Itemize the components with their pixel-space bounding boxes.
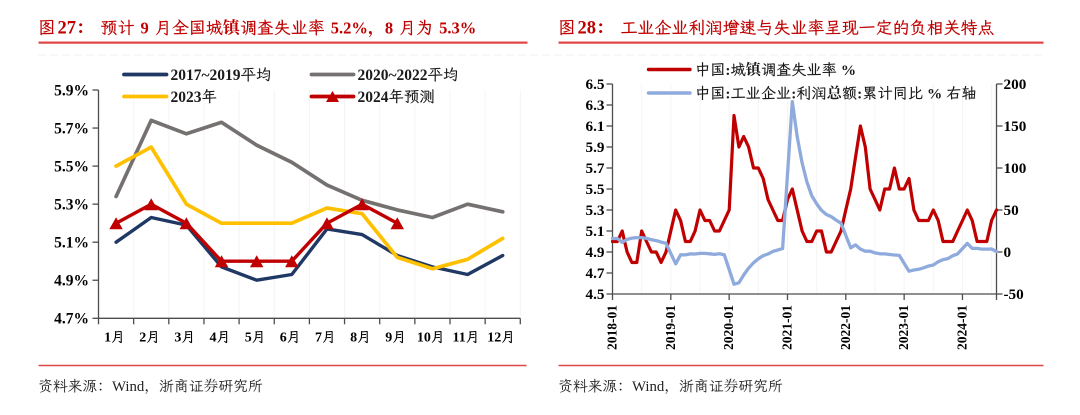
svg-text:2017~2019: 2017~2019 bbox=[171, 67, 241, 84]
svg-text:4.9%: 4.9% bbox=[54, 273, 89, 290]
svg-text:200: 200 bbox=[1004, 76, 1027, 93]
svg-text:28: 28 bbox=[578, 19, 597, 39]
svg-text:2023: 2023 bbox=[171, 89, 202, 106]
svg-text:2020~2022: 2020~2022 bbox=[358, 67, 428, 84]
svg-text:12: 12 bbox=[487, 331, 501, 346]
svg-text:5.5%: 5.5% bbox=[54, 158, 89, 175]
svg-text:8: 8 bbox=[350, 331, 357, 346]
svg-text:2023-01: 2023-01 bbox=[896, 305, 911, 350]
svg-text:10: 10 bbox=[417, 331, 431, 346]
svg-text:9: 9 bbox=[385, 331, 392, 346]
svg-text:6.5: 6.5 bbox=[586, 76, 605, 93]
svg-text:5.7%: 5.7% bbox=[54, 120, 89, 137]
svg-text:3: 3 bbox=[174, 331, 181, 346]
svg-text:4: 4 bbox=[210, 331, 217, 346]
svg-text:2024: 2024 bbox=[358, 89, 389, 106]
svg-text::: : bbox=[725, 62, 730, 79]
svg-text:2024-01: 2024-01 bbox=[955, 305, 970, 350]
svg-text:2018-01: 2018-01 bbox=[605, 305, 620, 350]
svg-text:5.1%: 5.1% bbox=[54, 235, 89, 252]
svg-text:Wind: Wind bbox=[112, 379, 145, 395]
svg-text:4.7%: 4.7% bbox=[54, 311, 89, 328]
svg-text:2: 2 bbox=[139, 331, 146, 346]
svg-text:7: 7 bbox=[315, 331, 322, 346]
svg-text:150: 150 bbox=[1004, 118, 1027, 135]
svg-text:-50: -50 bbox=[1004, 286, 1025, 303]
svg-text:2019-01: 2019-01 bbox=[663, 305, 678, 350]
svg-text:50: 50 bbox=[1004, 202, 1020, 219]
svg-text:27: 27 bbox=[58, 19, 77, 39]
svg-text:2020-01: 2020-01 bbox=[721, 305, 736, 350]
svg-text:4.9: 4.9 bbox=[586, 244, 605, 261]
svg-text:11: 11 bbox=[453, 331, 466, 346]
svg-text::: : bbox=[725, 85, 730, 102]
svg-text:5.3: 5.3 bbox=[586, 202, 605, 219]
svg-text:1: 1 bbox=[104, 331, 111, 346]
svg-text:9: 9 bbox=[141, 19, 149, 38]
svg-text:5.3%: 5.3% bbox=[439, 19, 476, 38]
svg-text:%: % bbox=[841, 62, 856, 79]
svg-text:6.3: 6.3 bbox=[586, 97, 605, 114]
svg-text:5.7: 5.7 bbox=[586, 160, 605, 177]
svg-text:4.5: 4.5 bbox=[586, 286, 605, 303]
svg-text:8: 8 bbox=[385, 19, 393, 38]
svg-text:5: 5 bbox=[245, 331, 252, 346]
svg-text:6: 6 bbox=[280, 331, 287, 346]
svg-text:5.9: 5.9 bbox=[586, 139, 605, 156]
svg-text::: : bbox=[857, 85, 862, 102]
svg-text:2021-01: 2021-01 bbox=[780, 305, 795, 350]
svg-text:0: 0 bbox=[1004, 244, 1012, 261]
svg-text::: : bbox=[791, 85, 796, 102]
svg-text:6.1: 6.1 bbox=[586, 118, 605, 135]
svg-text:5.9%: 5.9% bbox=[54, 82, 89, 99]
svg-text:2022-01: 2022-01 bbox=[838, 305, 853, 350]
svg-text:Wind: Wind bbox=[632, 379, 665, 395]
svg-text:5.5: 5.5 bbox=[586, 181, 605, 198]
svg-text:5.2%: 5.2% bbox=[331, 19, 368, 38]
svg-text:5.3%: 5.3% bbox=[54, 197, 89, 214]
svg-text:100: 100 bbox=[1004, 160, 1027, 177]
svg-text:4.7: 4.7 bbox=[586, 265, 605, 282]
svg-text:%: % bbox=[927, 85, 942, 102]
svg-text:5.1: 5.1 bbox=[586, 223, 605, 240]
